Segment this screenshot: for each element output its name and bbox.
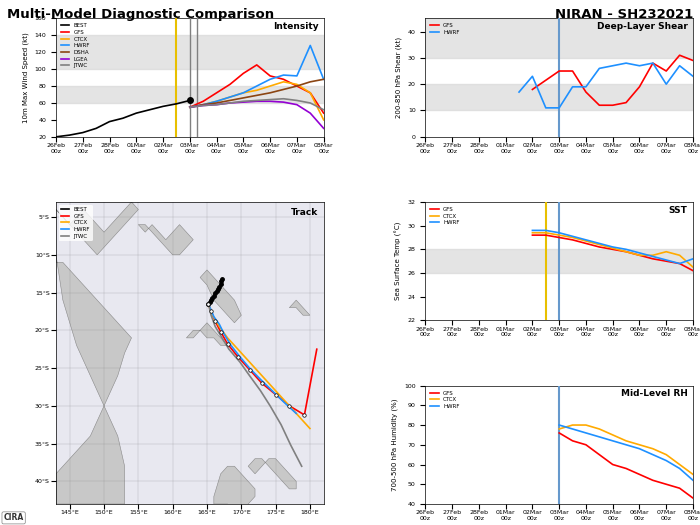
Legend: BEST, GFS, CTCX, HWRF, JTWC: BEST, GFS, CTCX, HWRF, JTWC: [59, 205, 92, 241]
Y-axis label: 200-850 hPa Shear (kt): 200-850 hPa Shear (kt): [395, 37, 402, 118]
Polygon shape: [42, 194, 139, 255]
Polygon shape: [289, 300, 310, 315]
Y-axis label: Sea Surface Temp (°C): Sea Surface Temp (°C): [395, 222, 402, 300]
Bar: [426, 18, 693, 58]
Text: Mid-Level RH: Mid-Level RH: [621, 389, 687, 398]
Y-axis label: 10m Max Wind Speed (kt): 10m Max Wind Speed (kt): [22, 32, 29, 123]
Polygon shape: [186, 323, 228, 345]
Text: NIRAN - SH232021: NIRAN - SH232021: [554, 8, 693, 21]
Polygon shape: [248, 459, 296, 489]
Polygon shape: [56, 255, 132, 504]
Polygon shape: [214, 466, 255, 511]
Bar: [56, 35, 323, 69]
Bar: [426, 249, 693, 273]
Legend: GFS, HWRF: GFS, HWRF: [428, 21, 462, 37]
Text: Intensity: Intensity: [273, 22, 318, 31]
Bar: [56, 86, 323, 103]
Text: Multi-Model Diagnostic Comparison: Multi-Model Diagnostic Comparison: [7, 8, 274, 21]
Legend: BEST, GFS, CTCX, HWRF, DSHA, LGEA, JTWC: BEST, GFS, CTCX, HWRF, DSHA, LGEA, JTWC: [59, 21, 92, 70]
Polygon shape: [139, 225, 193, 255]
Polygon shape: [200, 270, 242, 323]
Text: Track: Track: [291, 208, 318, 217]
Text: SST: SST: [668, 205, 687, 215]
Legend: GFS, CTCX, HWRF: GFS, CTCX, HWRF: [428, 205, 462, 227]
Legend: GFS, CTCX, HWRF: GFS, CTCX, HWRF: [428, 388, 462, 411]
Y-axis label: 700-500 hPa Humidity (%): 700-500 hPa Humidity (%): [392, 398, 398, 491]
Text: Deep-Layer Shear: Deep-Layer Shear: [597, 22, 687, 31]
Bar: [426, 84, 693, 110]
Text: CIRA: CIRA: [4, 513, 24, 522]
